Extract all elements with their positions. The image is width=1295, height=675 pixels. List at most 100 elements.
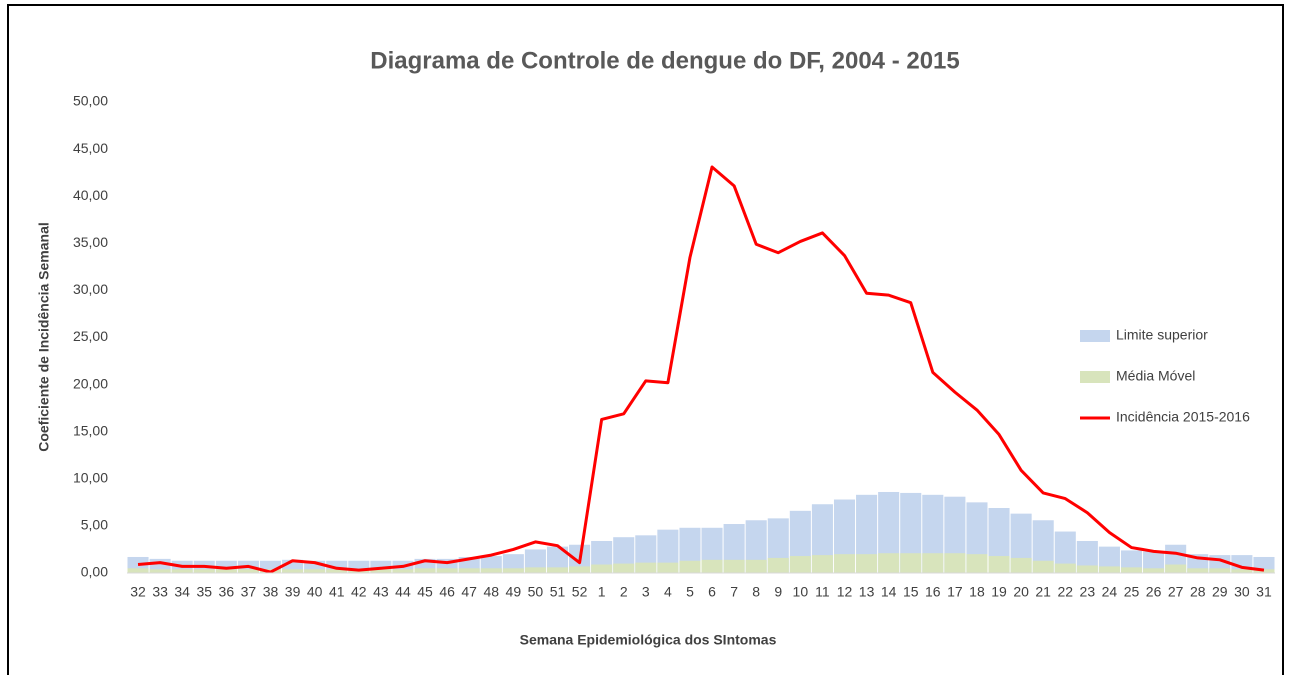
x-tick-label: 28	[1190, 584, 1206, 600]
x-tick-label: 32	[130, 584, 146, 600]
bar	[833, 554, 856, 573]
bar	[171, 569, 193, 573]
x-tick-label: 20	[1013, 584, 1029, 600]
x-tick-label: 37	[241, 584, 257, 600]
bar	[1143, 568, 1165, 573]
x-tick-label: 46	[439, 584, 455, 600]
bar	[502, 568, 524, 573]
bar	[922, 553, 944, 573]
x-tick-label: 26	[1146, 584, 1162, 600]
bar	[524, 549, 546, 573]
chart-title: Diagrama de Controle de dengue do DF, 20…	[370, 47, 960, 74]
y-tick-label: 20,00	[73, 375, 108, 391]
bar	[370, 569, 392, 573]
y-tick-label: 30,00	[73, 281, 108, 297]
bar	[1187, 568, 1209, 573]
chart-border	[7, 4, 1284, 675]
bar	[723, 559, 745, 573]
bar	[1098, 566, 1120, 573]
bar	[458, 568, 480, 573]
x-tick-label: 19	[991, 584, 1007, 600]
y-axis-title: Coeficiente de Incidência Semanal	[36, 222, 52, 452]
y-tick-label: 15,00	[73, 422, 108, 438]
bar	[745, 559, 767, 573]
bar	[613, 563, 635, 573]
y-tick-label: 35,00	[73, 234, 108, 250]
x-tick-label: 21	[1035, 584, 1051, 600]
x-tick-label: 22	[1057, 584, 1073, 600]
x-tick-label: 29	[1212, 584, 1228, 600]
x-tick-label: 50	[528, 584, 544, 600]
x-tick-label: 4	[664, 584, 672, 600]
x-tick-label: 12	[837, 584, 853, 600]
bar	[1010, 557, 1032, 573]
bar	[944, 553, 966, 573]
bar	[1076, 540, 1098, 573]
x-tick-label: 25	[1124, 584, 1140, 600]
x-tick-label: 36	[219, 584, 235, 600]
x-tick-label: 18	[969, 584, 985, 600]
x-tick-label: 27	[1168, 584, 1184, 600]
x-tick-label: 40	[307, 584, 323, 600]
bar	[679, 560, 701, 573]
bar	[127, 568, 149, 573]
bar	[988, 556, 1010, 573]
bar	[1054, 531, 1076, 573]
x-tick-label: 1	[598, 584, 606, 600]
x-tick-label: 34	[174, 584, 190, 600]
y-tick-label: 45,00	[73, 140, 108, 156]
bar	[149, 569, 171, 573]
x-tick-label: 31	[1256, 584, 1272, 600]
bar	[635, 562, 657, 573]
legend-label: Média Móvel	[1116, 368, 1195, 384]
legend-swatch	[1080, 371, 1110, 383]
x-tick-label: 47	[461, 584, 477, 600]
bar	[524, 567, 546, 573]
bar	[326, 569, 348, 573]
x-tick-label: 49	[506, 584, 522, 600]
legend-label: Limite superior	[1116, 327, 1208, 343]
x-axis-title: Semana Epidemiológica dos SIntomas	[520, 632, 777, 648]
legend-label: Incidência 2015-2016	[1116, 409, 1250, 425]
x-tick-label: 14	[881, 584, 897, 600]
x-tick-label: 11	[815, 584, 830, 600]
x-tick-label: 44	[395, 584, 411, 600]
x-tick-label: 45	[417, 584, 433, 600]
x-tick-label: 2	[620, 584, 628, 600]
bar	[1231, 569, 1253, 573]
x-tick-label: 23	[1080, 584, 1096, 600]
x-tick-label: 30	[1234, 584, 1250, 600]
bar	[657, 562, 679, 573]
line	[137, 165, 1265, 574]
x-tick-label: 16	[925, 584, 941, 600]
y-tick-label: 50,00	[73, 93, 108, 109]
y-tick-label: 40,00	[73, 187, 108, 203]
bar	[414, 568, 436, 573]
bar	[304, 569, 326, 573]
x-tick-label: 13	[859, 584, 875, 600]
bar	[1253, 569, 1275, 573]
x-tick-label: 42	[351, 584, 367, 600]
x-tick-label: 17	[947, 584, 963, 600]
bar	[856, 554, 878, 573]
bar	[1032, 560, 1054, 573]
x-tick-label: 41	[329, 584, 345, 600]
bar	[282, 569, 304, 573]
bar	[900, 553, 922, 573]
x-tick-label: 8	[752, 584, 760, 600]
x-tick-label: 52	[572, 584, 588, 600]
bar	[966, 554, 988, 573]
bar	[878, 491, 900, 573]
bar	[1054, 563, 1076, 573]
x-tick-label: 7	[730, 584, 738, 600]
y-tick-label: 25,00	[73, 328, 108, 344]
bar	[480, 568, 502, 573]
x-tick-label: 48	[483, 584, 499, 600]
bar	[436, 568, 458, 573]
bar	[569, 566, 591, 573]
bar	[657, 529, 679, 573]
bar	[878, 553, 900, 573]
bar	[546, 546, 569, 573]
x-tick-label: 38	[263, 584, 279, 600]
